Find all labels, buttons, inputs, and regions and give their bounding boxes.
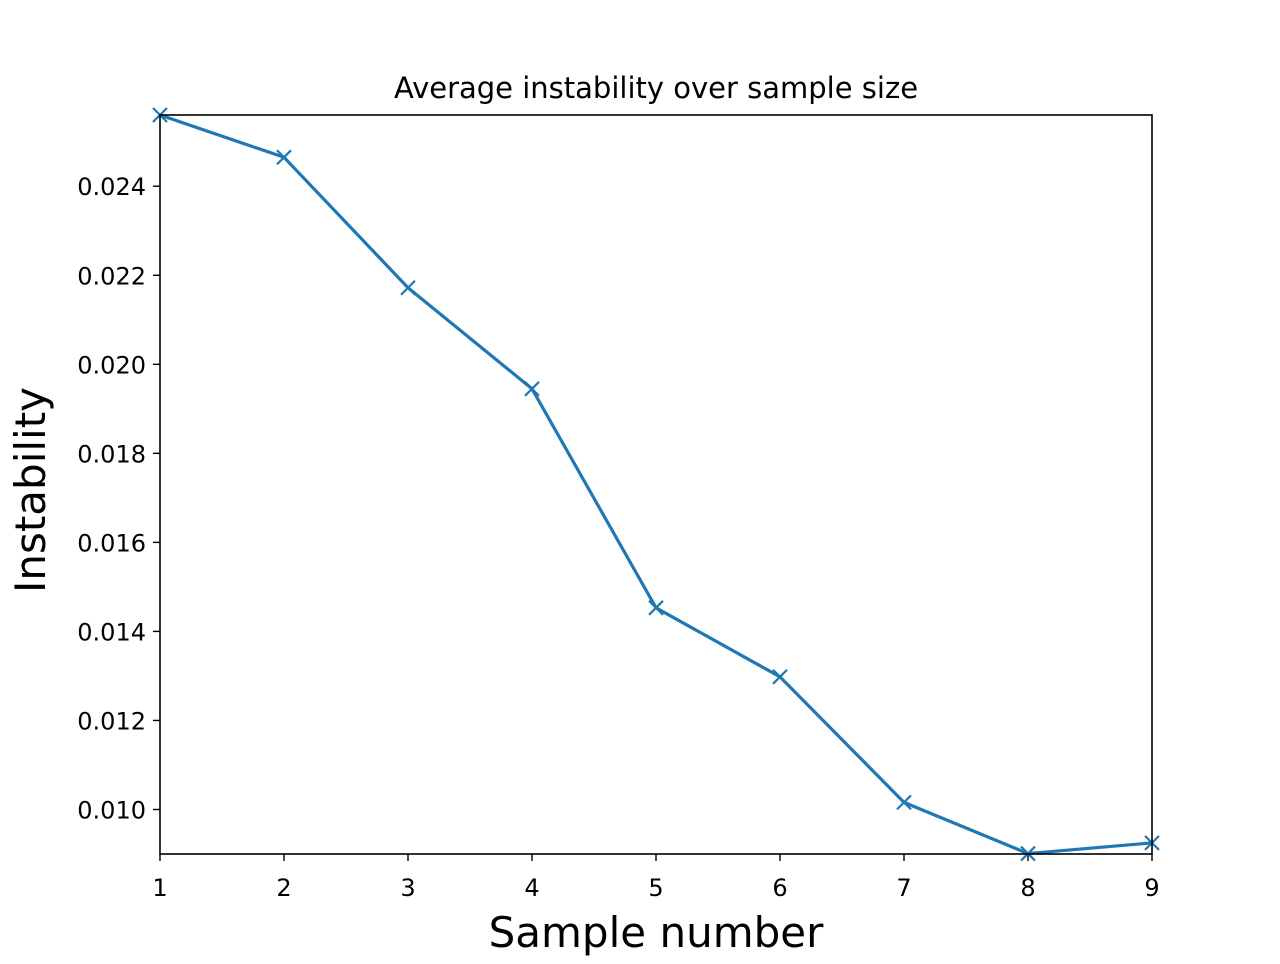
- series-line: [159, 113, 1153, 856]
- x-tick-label: 7: [896, 874, 911, 902]
- x-axis: 1 2 3 4 5 6 7 8 9: [152, 854, 1160, 902]
- x-tick-label: 2: [276, 874, 291, 902]
- x-tick-label: 8: [1020, 874, 1035, 902]
- data-point-marker: [400, 279, 416, 296]
- y-tick-label: 0.012: [77, 707, 146, 735]
- y-tick-label: 0.022: [77, 262, 146, 290]
- x-tick-label: 4: [524, 874, 539, 902]
- data-point-marker: [276, 149, 292, 166]
- chart-title: Average instability over sample size: [394, 71, 918, 105]
- y-tick-label: 0.018: [77, 440, 146, 468]
- data-point-marker: [648, 600, 664, 616]
- x-tick-label: 6: [772, 874, 787, 902]
- y-axis: 0.010 0.012 0.014 0.016 0.018 0.020 0.022 0.024: [77, 173, 160, 824]
- data-point-marker: [772, 669, 788, 685]
- data-point-marker: [524, 381, 540, 397]
- y-axis-label: Instability: [6, 387, 55, 593]
- x-tick-label: 3: [400, 874, 415, 902]
- y-tick-label: 0.016: [77, 529, 146, 557]
- y-tick-label: 0.014: [77, 618, 146, 646]
- x-tick-label: 5: [648, 874, 663, 902]
- y-tick-label: 0.010: [77, 796, 146, 824]
- x-axis-label: Sample number: [489, 908, 824, 957]
- y-tick-label: 0.024: [77, 173, 146, 201]
- x-tick-label: 9: [1144, 874, 1159, 902]
- x-tick-label: 1: [152, 874, 167, 902]
- series-layer: [152, 107, 1160, 862]
- plot-area-frame: [159, 114, 1153, 855]
- data-point-marker: [896, 794, 912, 811]
- y-tick-label: 0.020: [77, 351, 146, 379]
